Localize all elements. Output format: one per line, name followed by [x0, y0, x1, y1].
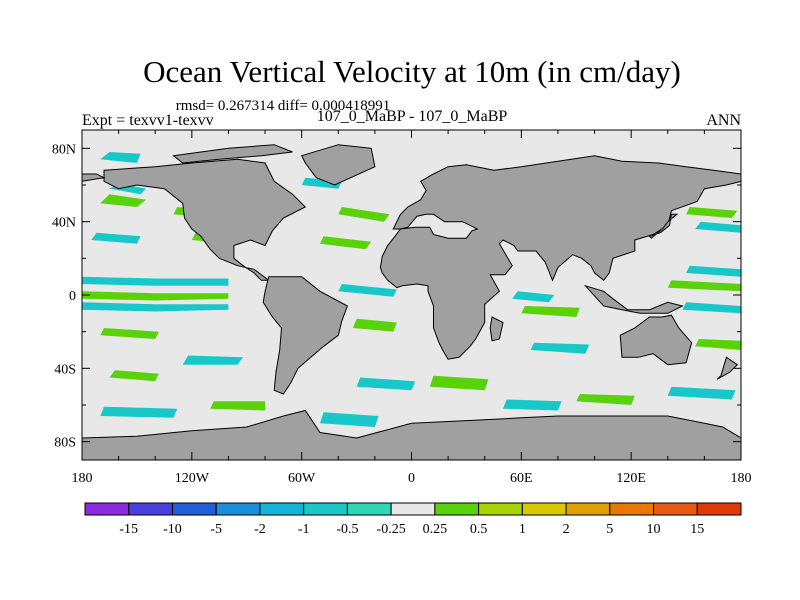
land-eurasia-africa — [379, 155, 741, 360]
colorbar-label: -0.5 — [336, 522, 358, 537]
colorbar-swatch-14 — [696, 502, 742, 516]
x-tick-label: 60W — [288, 471, 316, 486]
anomaly-band-6 — [82, 276, 229, 286]
x-tick-label: 180 — [72, 471, 93, 486]
colorbar-label: 15 — [690, 522, 704, 537]
anomaly-band-24 — [503, 399, 562, 411]
anomaly-band-22 — [521, 306, 580, 317]
anomaly-band-7 — [82, 291, 229, 301]
anomaly-band-30 — [682, 302, 741, 314]
period-label: 107_0_MaBP - 107_0_MaBP — [317, 108, 508, 125]
colorbar-swatch-9 — [478, 502, 523, 516]
colorbar-label: -15 — [119, 522, 138, 537]
land-alaska-east-asia — [82, 173, 106, 182]
colorbar-label: -1 — [298, 522, 310, 537]
land-maritime-continent — [583, 284, 684, 314]
colorbar-swatch-12 — [609, 502, 655, 516]
anomaly-band-12 — [210, 401, 266, 411]
land-south-america — [262, 276, 349, 395]
map-plot-area — [81, 129, 742, 461]
y-tick-label: 40S — [54, 362, 76, 377]
anomaly-band-31 — [695, 339, 741, 350]
colorbar-label: 5 — [606, 522, 613, 537]
colorbar-label: 0.5 — [470, 522, 488, 537]
colorbar-label: 2 — [563, 522, 570, 537]
x-axis: 180 120W 60W 0 60E 120E 180 — [72, 130, 752, 486]
colorbar-label: 10 — [647, 522, 661, 537]
colorbar-swatch-6 — [346, 502, 392, 516]
colorbar-swatch-5 — [303, 502, 348, 516]
land-arctic-america — [172, 144, 293, 164]
colorbar-swatch-3 — [215, 502, 261, 516]
anomaly-band-19 — [320, 412, 379, 427]
y-tick-label: 80N — [52, 142, 76, 157]
land-antarctica — [82, 409, 741, 460]
anomaly-band-11 — [100, 406, 178, 418]
anomaly-band-23 — [530, 342, 590, 354]
anomaly-band-29 — [667, 280, 741, 292]
land-new-zealand — [716, 356, 739, 380]
anomaly-band-16 — [338, 284, 397, 297]
anomaly-band-28 — [686, 265, 741, 277]
y-axis: 80N 40N 0 40S 80S — [52, 142, 741, 451]
x-tick-label: 60E — [510, 471, 533, 486]
anomaly-band-25 — [576, 394, 635, 405]
colorbar-label: 1 — [519, 522, 526, 537]
anomaly-band-13 — [338, 207, 390, 222]
anomaly-band-26 — [686, 207, 738, 218]
anomaly-band-17 — [352, 318, 397, 332]
land-australia — [619, 314, 693, 366]
anomaly-band-0 — [100, 152, 141, 163]
colorbar-swatch-1 — [128, 502, 173, 516]
x-tick-label: 120E — [616, 471, 646, 486]
anomaly-band-20 — [429, 375, 489, 391]
colorbar-label: -2 — [254, 522, 266, 537]
colorbar-label: -0.25 — [377, 522, 406, 537]
anomaly-band-15 — [320, 236, 372, 250]
colorbar-swatch-2 — [171, 502, 217, 516]
x-tick-label: 180 — [731, 471, 752, 486]
colorbar-swatch-0 — [84, 502, 130, 516]
y-tick-label: 80S — [54, 436, 76, 451]
colorbar-swatch-8 — [434, 502, 480, 516]
x-tick-label: 0 — [408, 471, 415, 486]
experiment-label: Expt = texvv1-texvv — [82, 112, 214, 129]
anomaly-band-18 — [356, 377, 416, 391]
colorbar-swatch-10 — [521, 502, 567, 516]
colorbar-label: -5 — [210, 522, 222, 537]
anomaly-band-10 — [182, 355, 244, 365]
y-tick-label: 40N — [52, 216, 76, 231]
colorbar: -15 -10 -5 -2 -1 -0.5 -0.25 0.25 0.5 1 2 5 10 15 — [84, 502, 742, 537]
x-tick-label: 120W — [175, 471, 210, 486]
colorbar-swatch-7 — [390, 502, 436, 516]
stats-line: rmsd= 0.267314 diff= 0.000418991 — [176, 98, 391, 114]
chart-title: Ocean Vertical Velocity at 10m (in cm/da… — [143, 54, 681, 89]
colorbar-label: -10 — [163, 522, 182, 537]
land-north-america — [103, 158, 307, 281]
anomaly-band-21 — [512, 291, 555, 303]
land-japan — [648, 213, 679, 239]
anomaly-band-8 — [82, 302, 229, 312]
anomaly-band-9 — [100, 328, 159, 339]
season-label: ANN — [706, 112, 741, 129]
colorbar-swatch-13 — [653, 502, 698, 516]
colorbar-swatch-4 — [259, 502, 305, 516]
anomaly-band-33 — [109, 370, 159, 382]
anomaly-band-2 — [100, 194, 147, 207]
anomaly-band-27 — [695, 221, 741, 233]
anomaly-band-32 — [667, 386, 736, 400]
land-greenland — [300, 144, 376, 186]
y-tick-label: 0 — [69, 289, 76, 304]
anomaly-band-4 — [91, 232, 141, 244]
land-layer — [82, 144, 741, 460]
land-madagascar — [489, 316, 504, 342]
colorbar-swatch-11 — [565, 502, 611, 516]
colorbar-label: 0.25 — [423, 522, 448, 537]
